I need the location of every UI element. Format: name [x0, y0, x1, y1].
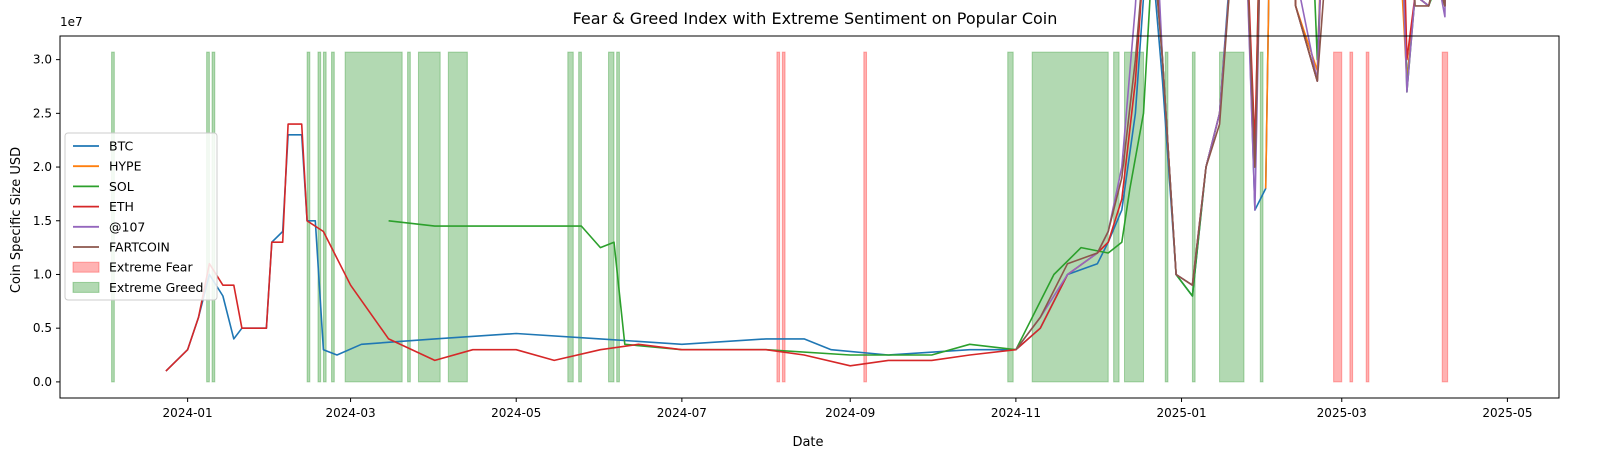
y-tick-label: 2.5 [33, 106, 52, 120]
legend: BTC HYPE SOL ETH @107 FARTCOIN Extreme Fear Ext… [64, 132, 218, 301]
y-tick-label: 1.0 [33, 267, 52, 281]
legend-swatch [72, 281, 100, 293]
extreme-fear-band [1365, 51, 1370, 383]
extreme-fear-band [776, 51, 781, 383]
x-tick-label: 2025-05 [1482, 406, 1532, 420]
extreme-fear-band [863, 51, 868, 383]
x-tick-label: 2025-03 [1317, 406, 1367, 420]
extreme-greed-band [317, 51, 322, 383]
extreme-greed-band [1259, 51, 1264, 383]
sentiment-bands [111, 51, 1449, 383]
legend-label: SOL [109, 179, 134, 194]
y-tick-label: 0.5 [33, 321, 52, 335]
y-tick-label: 2.0 [33, 160, 52, 174]
y-axis-label: Coin Specific Size USD [9, 147, 24, 293]
y-tick-label: 0.0 [33, 375, 52, 389]
series-lines [165, 0, 1446, 372]
legend-label: Extreme Fear [109, 260, 193, 275]
plot-frame [59, 35, 1560, 399]
y-axis: 0.0 0.5 1.0 1.5 2.0 2.5 3.0 [33, 53, 60, 389]
legend-swatch [72, 261, 100, 273]
series-line-fartcoin [1015, 0, 1446, 351]
extreme-greed-band [344, 51, 403, 383]
extreme-fear-band [1441, 51, 1449, 383]
legend-label: FARTCOIN [109, 240, 170, 255]
extreme-greed-band [331, 51, 335, 383]
extreme-greed-band [1007, 51, 1014, 383]
extreme-greed-band [567, 51, 574, 383]
x-tick-label: 2025-01 [1156, 406, 1206, 420]
x-axis-label: Date [792, 435, 823, 450]
y-tick-label: 1.5 [33, 214, 52, 228]
legend-label: ETH [109, 199, 134, 214]
legend-label: Extreme Greed [109, 280, 203, 295]
series-line-eth [165, 0, 1446, 372]
legend-label: @107 [109, 219, 145, 234]
legend-box [64, 132, 218, 301]
x-tick-label: 2024-11 [991, 406, 1041, 420]
x-tick-label: 2024-07 [657, 406, 707, 420]
x-tick-label: 2024-01 [163, 406, 213, 420]
x-tick-label: 2024-03 [325, 406, 375, 420]
extreme-greed-band [407, 51, 411, 383]
extreme-greed-band [1031, 51, 1109, 383]
legend-label: HYPE [109, 159, 142, 174]
extreme-fear-band [781, 51, 786, 383]
extreme-greed-band [322, 51, 327, 383]
x-axis: 2024-01 2024-03 2024-05 2024-07 2024-09 2024-… [163, 398, 1532, 420]
extreme-greed-band [447, 51, 468, 383]
extreme-greed-band [578, 51, 582, 383]
chart-title: Fear & Greed Index with Extreme Sentimen… [573, 9, 1058, 28]
y-tick-label: 3.0 [33, 53, 52, 67]
y-offset-label: 1e7 [60, 15, 83, 29]
extreme-greed-band [1164, 51, 1169, 383]
x-tick-label: 2024-05 [491, 406, 541, 420]
extreme-fear-band [1333, 51, 1343, 383]
legend-label: BTC [109, 139, 133, 154]
extreme-greed-band [1191, 51, 1196, 383]
x-tick-label: 2024-09 [825, 406, 875, 420]
extreme-fear-band [1349, 51, 1354, 383]
extreme-greed-band [1219, 51, 1245, 383]
extreme-greed-band [417, 51, 441, 383]
extreme-greed-band [608, 51, 615, 383]
extreme-greed-band [616, 51, 620, 383]
